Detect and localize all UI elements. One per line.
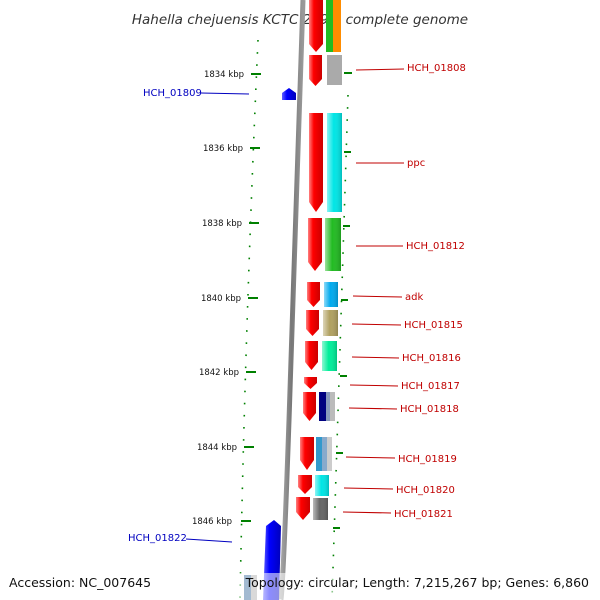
kbp-tick: 1836 kbp (203, 144, 260, 154)
kbp-tick: 1844 kbp (197, 443, 254, 453)
forward-gene-hch-01816[interactable]: HCH_01816 (305, 341, 461, 371)
kbp-tick: 1838 kbp (202, 219, 259, 229)
forward-gene-hch-01812[interactable]: HCH_01812 (308, 218, 465, 271)
kbp-tick: 1840 kbp (201, 294, 258, 304)
forward-gene-ppc[interactable]: ppc (309, 113, 425, 212)
outer-ring-ticks (333, 72, 352, 529)
gene-label: HCH_01821 (394, 509, 453, 520)
forward-gene-track: HCH_01808 ppc HCH_01812 adk (296, 55, 466, 520)
gene-label: adk (405, 292, 423, 303)
kbp-tick-label: 1840 kbp (201, 294, 241, 304)
gene-label: HCH_01812 (406, 241, 465, 252)
gene-label: HCH_01808 (407, 63, 466, 74)
top-partial-features (309, 0, 341, 52)
cog-box (319, 392, 326, 421)
genome-stats-text: Topology: circular; Length: 7,215,267 bp… (245, 575, 589, 590)
gene-label: HCH_01816 (402, 353, 461, 364)
kbp-tick-label: 1838 kbp (202, 219, 242, 229)
inner-ruler-ring (239, 39, 259, 600)
cog-box (327, 55, 342, 85)
gene-label: HCH_01819 (398, 454, 457, 465)
accession-text: Accession: NC_007645 (9, 575, 151, 590)
kbp-tick-label: 1834 kbp (204, 70, 244, 80)
forward-gene-hch-01820[interactable]: HCH_01820 (298, 475, 455, 496)
kbp-tick-label: 1836 kbp (203, 144, 243, 154)
gene-label: HCH_01809 (143, 88, 202, 99)
kbp-tick-label: 1846 kbp (192, 517, 232, 527)
gene-label: HCH_01818 (400, 404, 459, 415)
forward-gene-hch-01819[interactable]: HCH_01819 (300, 437, 457, 471)
kbp-tick-label: 1844 kbp (197, 443, 237, 453)
kbp-tick-label: 1842 kbp (199, 368, 239, 378)
forward-gene-hch-01817[interactable]: HCH_01817 (304, 377, 460, 392)
forward-gene-hch-01821[interactable]: HCH_01821 (296, 497, 453, 520)
gene-label: ppc (407, 158, 425, 169)
kbp-ticks: 1834 kbp 1836 kbp 1838 kbp 1840 kbp 1842… (192, 70, 261, 527)
forward-gene-hch-01815[interactable]: HCH_01815 (306, 310, 463, 336)
kbp-tick: 1846 kbp (192, 517, 251, 527)
forward-gene-hch-01808[interactable]: HCH_01808 (309, 55, 466, 86)
footer: Accession: NC_007645 Topology: circular;… (0, 573, 600, 600)
forward-gene-hch-01818[interactable]: HCH_01818 (303, 392, 459, 421)
small-blue-pentagon-icon (282, 88, 296, 100)
kbp-tick: 1842 kbp (199, 368, 256, 378)
gene-label: HCH_01815 (404, 320, 463, 331)
cog-box (316, 437, 322, 471)
gene-label: HCH_01817 (401, 381, 460, 392)
forward-gene-adk[interactable]: adk (307, 282, 423, 307)
gene-label: HCH_01820 (396, 485, 455, 496)
gene-label: HCH_01822 (128, 533, 187, 544)
reverse-gene-hch-01809[interactable]: HCH_01809 (143, 88, 296, 100)
kbp-tick: 1834 kbp (204, 70, 261, 80)
outer-ruler-ring (331, 94, 349, 600)
